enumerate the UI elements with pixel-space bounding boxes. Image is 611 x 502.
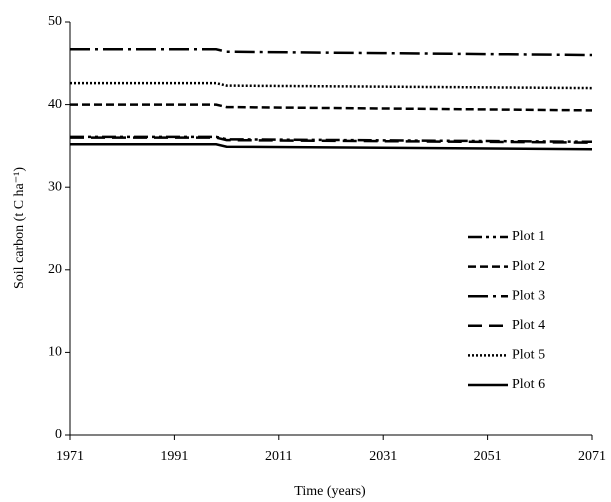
legend-label: Plot 4 xyxy=(512,318,545,333)
y-tick-label: 0 xyxy=(55,427,62,442)
x-tick-label: 1971 xyxy=(56,449,84,464)
legend-label: Plot 2 xyxy=(512,259,545,274)
legend-label: Plot 3 xyxy=(512,288,545,303)
x-tick-label: 2011 xyxy=(265,449,292,464)
y-tick-label: 50 xyxy=(48,14,62,29)
y-axis-label: Soil carbon (t C ha⁻¹) xyxy=(12,167,27,289)
legend-label: Plot 6 xyxy=(512,377,545,392)
series-line xyxy=(70,103,593,112)
y-tick-label: 20 xyxy=(48,262,62,277)
series-line xyxy=(70,136,593,144)
x-tick-label: 2071 xyxy=(578,449,606,464)
x-tick-label: 1991 xyxy=(160,449,188,464)
legend-label: Plot 5 xyxy=(512,348,545,363)
x-tick-label: 2031 xyxy=(369,449,397,464)
y-tick-label: 10 xyxy=(48,345,62,360)
series-line xyxy=(70,48,593,57)
series-line xyxy=(70,81,593,90)
x-tick-label: 2051 xyxy=(474,449,502,464)
series-line xyxy=(70,142,593,151)
legend-label: Plot 1 xyxy=(512,229,545,244)
y-tick-label: 30 xyxy=(48,179,62,194)
y-tick-label: 40 xyxy=(48,97,62,112)
x-axis-label: Time (years) xyxy=(294,484,366,499)
